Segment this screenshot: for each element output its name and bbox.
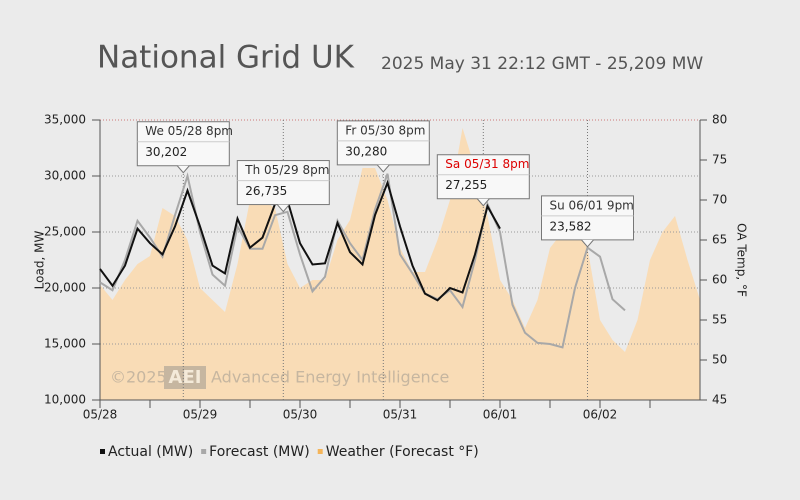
x-tick-label: 05/29 xyxy=(183,408,218,422)
y-tick-label: 30,000 xyxy=(44,169,86,183)
load-line xyxy=(99,172,626,349)
y2-tick-label: 80 xyxy=(712,113,727,127)
callout-pointer xyxy=(376,164,390,173)
x-tick-label: 06/01 xyxy=(483,408,518,422)
callout-title: Fr 05/30 8pm xyxy=(345,123,425,137)
x-tick-label: 05/30 xyxy=(283,408,318,422)
chart-subtitle: 2025 May 31 22:12 GMT - 25,209 MW xyxy=(381,54,703,74)
callout-pointer xyxy=(276,204,290,213)
x-tick-label: 05/28 xyxy=(83,408,118,422)
y2-tick-label: 75 xyxy=(712,153,727,167)
watermark-logo-box xyxy=(164,366,206,389)
y2-tick-label: 65 xyxy=(712,233,727,247)
load-line xyxy=(99,179,501,302)
legend-label: Actual (MW) xyxy=(108,444,193,460)
callout-box xyxy=(541,195,634,241)
y2-tick-label: 55 xyxy=(712,313,727,327)
legend-label: Forecast (MW) xyxy=(209,444,310,460)
legend-swatch xyxy=(100,449,105,454)
legend-label: Weather (Forecast °F) xyxy=(326,444,479,460)
watermark-logo: AEI xyxy=(169,367,202,388)
legend-swatch xyxy=(201,449,207,454)
y-tick-label: 20,000 xyxy=(44,281,86,295)
weather-area xyxy=(100,128,700,400)
callout-value: 26,735 xyxy=(245,184,287,198)
callout-title: Sa 05/31 8pm xyxy=(445,157,529,171)
watermark: ©2025 xyxy=(110,368,167,387)
callout-box xyxy=(236,160,330,206)
callout-box xyxy=(136,121,230,167)
callout-box xyxy=(336,120,430,166)
callout-pointer xyxy=(581,239,594,248)
callout-title: Su 06/01 9pm xyxy=(550,198,634,212)
y-tick-label: 35,000 xyxy=(44,113,86,127)
callout-title: Th 05/29 8pm xyxy=(244,163,329,177)
x-tick-label: 06/02 xyxy=(583,408,618,422)
y-tick-label: 10,000 xyxy=(44,393,86,407)
watermark-text: Advanced Energy Intelligence xyxy=(211,368,449,387)
y2-tick-label: 50 xyxy=(712,353,727,367)
y2-tick-label: 60 xyxy=(712,273,727,287)
callout-title: We 05/28 8pm xyxy=(145,124,233,138)
y-tick-label: 15,000 xyxy=(44,337,86,351)
callout-value: 23,582 xyxy=(550,219,592,233)
legend-swatch xyxy=(317,449,323,454)
chart-title: National Grid UK xyxy=(97,40,355,76)
y2-tick-label: 45 xyxy=(712,393,727,407)
y2-axis-label: OA Temp, °F xyxy=(735,223,749,297)
callout-value: 30,280 xyxy=(345,144,387,158)
y2-tick-label: 70 xyxy=(712,193,727,207)
callout-value: 27,255 xyxy=(445,178,487,192)
y-axis-label: Load, MW xyxy=(33,231,47,290)
callout-pointer xyxy=(476,198,490,207)
callout-pointer xyxy=(176,165,190,174)
callout-box xyxy=(436,154,530,200)
callout-value: 30,202 xyxy=(145,145,187,159)
y-tick-label: 25,000 xyxy=(44,225,86,239)
x-tick-label: 05/31 xyxy=(383,408,418,422)
